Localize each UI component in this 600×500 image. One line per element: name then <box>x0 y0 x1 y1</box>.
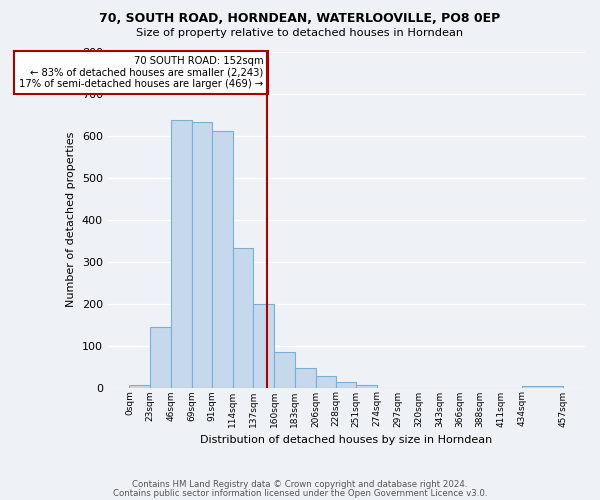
Bar <box>335 382 356 388</box>
Bar <box>274 352 295 388</box>
Y-axis label: Number of detached properties: Number of detached properties <box>66 132 76 307</box>
Text: Size of property relative to detached houses in Horndean: Size of property relative to detached ho… <box>136 28 464 38</box>
Bar <box>253 304 274 388</box>
Bar <box>295 368 316 388</box>
Bar <box>356 386 377 388</box>
Bar <box>212 131 233 388</box>
Bar <box>233 248 253 388</box>
Text: 70, SOUTH ROAD, HORNDEAN, WATERLOOVILLE, PO8 0EP: 70, SOUTH ROAD, HORNDEAN, WATERLOOVILLE,… <box>100 12 500 26</box>
Bar <box>522 386 563 388</box>
Text: Contains public sector information licensed under the Open Government Licence v3: Contains public sector information licen… <box>113 488 487 498</box>
Bar <box>192 122 212 388</box>
Bar <box>130 386 150 388</box>
Text: Contains HM Land Registry data © Crown copyright and database right 2024.: Contains HM Land Registry data © Crown c… <box>132 480 468 489</box>
X-axis label: Distribution of detached houses by size in Horndean: Distribution of detached houses by size … <box>200 435 493 445</box>
Bar <box>316 376 335 388</box>
Text: 70 SOUTH ROAD: 152sqm
← 83% of detached houses are smaller (2,243)
17% of semi-d: 70 SOUTH ROAD: 152sqm ← 83% of detached … <box>19 56 263 89</box>
Bar <box>171 120 192 388</box>
Bar <box>150 328 171 388</box>
